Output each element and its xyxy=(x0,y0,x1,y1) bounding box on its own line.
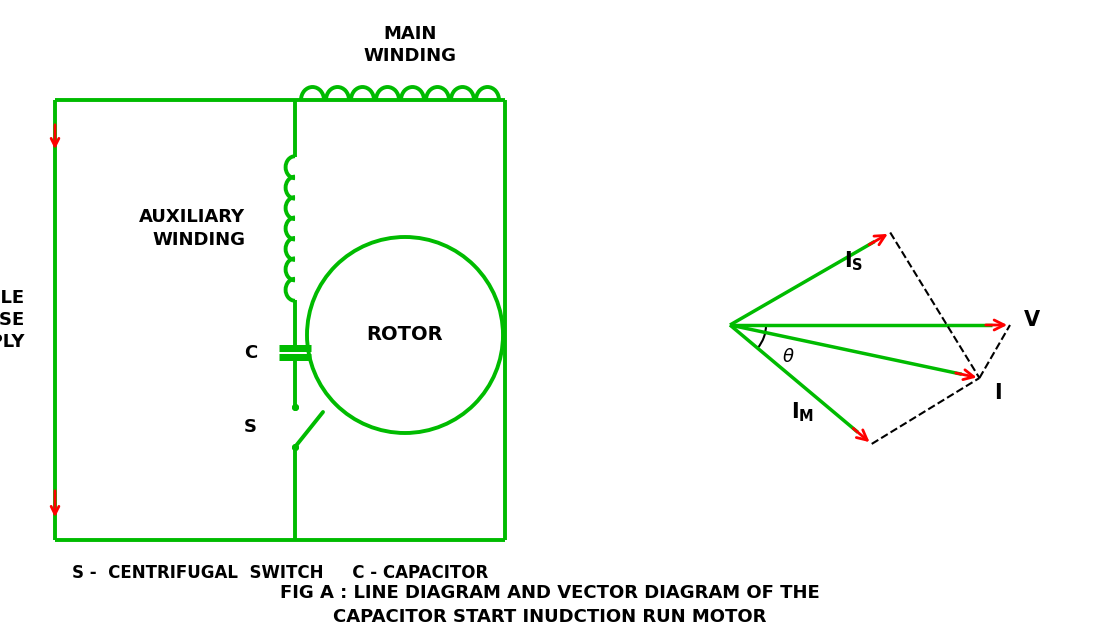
Text: SINGLE
PHASE
SUPPLY: SINGLE PHASE SUPPLY xyxy=(0,289,25,351)
Text: S -  CENTRIFUGAL  SWITCH     C - CAPACITOR: S - CENTRIFUGAL SWITCH C - CAPACITOR xyxy=(72,564,488,582)
Text: S: S xyxy=(244,418,257,436)
Text: $\mathbf{I_S}$: $\mathbf{I_S}$ xyxy=(845,250,863,273)
Text: AUXILIARY
WINDING: AUXILIARY WINDING xyxy=(138,208,245,248)
Text: $\theta$: $\theta$ xyxy=(782,348,795,366)
Text: ROTOR: ROTOR xyxy=(366,326,443,345)
Text: C: C xyxy=(244,344,257,361)
Text: $\mathbf{I_M}$: $\mathbf{I_M}$ xyxy=(792,401,815,424)
Text: $\mathbf{I}$: $\mathbf{I}$ xyxy=(994,383,1002,403)
Text: MAIN
WINDING: MAIN WINDING xyxy=(363,25,456,65)
Text: $\mathbf{V}$: $\mathbf{V}$ xyxy=(1023,310,1041,330)
Text: FIG A : LINE DIAGRAM AND VECTOR DIAGRAM OF THE
CAPACITOR START INUDCTION RUN MOT: FIG A : LINE DIAGRAM AND VECTOR DIAGRAM … xyxy=(280,584,820,627)
